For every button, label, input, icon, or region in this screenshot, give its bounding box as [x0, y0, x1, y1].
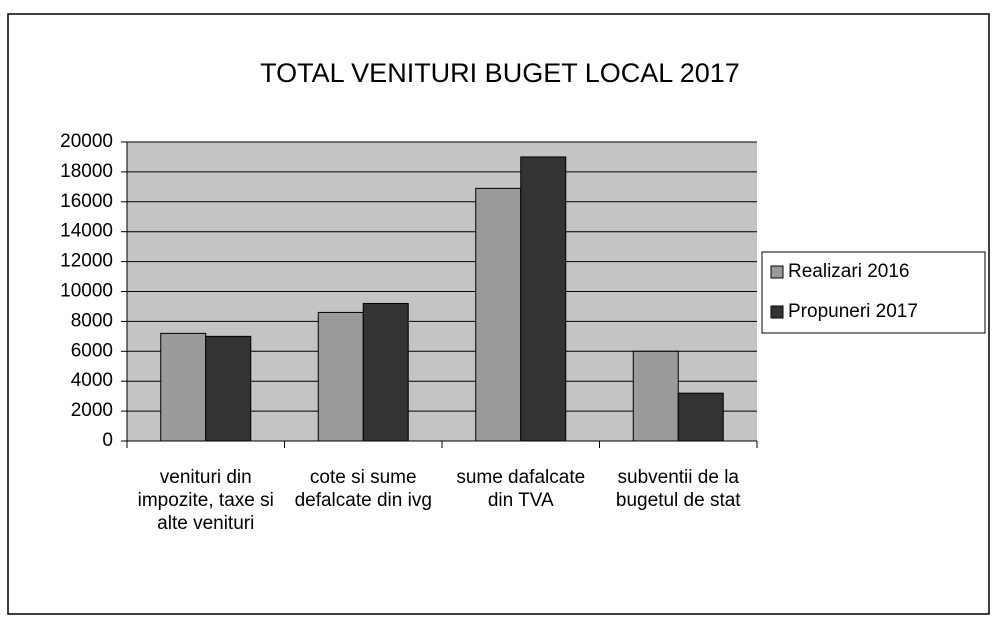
bar — [205, 335, 252, 442]
y-tick-label: 10000 — [60, 281, 113, 302]
bar — [520, 156, 567, 442]
y-tick-label: 2000 — [71, 400, 113, 421]
y-tick-label: 18000 — [60, 161, 113, 182]
bar — [632, 350, 679, 442]
legend-label: Realizari 2016 — [788, 261, 909, 282]
bar — [362, 302, 409, 442]
bar — [317, 311, 364, 442]
chart-title: TOTAL VENITURI BUGET LOCAL 2017 — [260, 58, 740, 88]
x-tick-label: sume dafalcate din TVA — [456, 467, 586, 511]
legend-label: Propuneri 2017 — [788, 301, 918, 322]
x-tick-label: venituri din impozite, taxe si alte veni… — [137, 467, 274, 534]
legend-swatch — [770, 305, 784, 319]
y-tick-label: 8000 — [71, 310, 113, 331]
y-tick-label: 6000 — [71, 340, 113, 361]
bar — [160, 332, 207, 442]
y-tick-label: 12000 — [60, 251, 113, 272]
bar — [677, 392, 724, 442]
legend — [761, 251, 986, 334]
x-tick-label: cote si sume defalcate din ivg — [294, 467, 432, 511]
x-tick-label: subventii de la bugetul de stat — [615, 467, 741, 511]
y-tick-label: 14000 — [60, 221, 113, 242]
legend-swatch — [770, 265, 784, 279]
y-tick-label: 4000 — [71, 370, 113, 391]
y-tick-label: 16000 — [60, 191, 113, 212]
bar — [475, 187, 522, 442]
y-tick-label: 0 — [102, 430, 113, 451]
y-tick-label: 20000 — [60, 131, 113, 152]
